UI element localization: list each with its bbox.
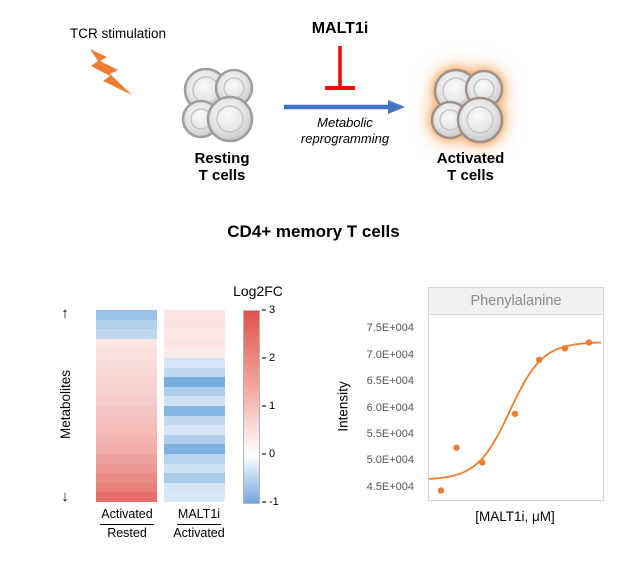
data-point [453, 444, 460, 451]
heatmap-cell [164, 319, 225, 330]
heatmap-cell [96, 357, 157, 368]
heatmap-col2-denominator: Activated [173, 525, 225, 540]
colorbar-tick: 3 [262, 304, 275, 316]
heatmap-cell [164, 338, 225, 349]
heatmap-cell [96, 463, 157, 474]
heatmap-cell [164, 444, 225, 454]
colorbar [243, 310, 260, 504]
y-tick-label: 6.5E+004 [366, 375, 414, 388]
heatmap [96, 310, 225, 502]
lightning-bolt-icon [90, 49, 132, 95]
heatmap-cell [96, 396, 157, 406]
activated-tcells-icon [430, 68, 504, 144]
y-tick-label: 6.0E+004 [366, 401, 414, 414]
data-point [437, 487, 445, 494]
fit-curve [429, 341, 601, 480]
heatmap-cell [96, 492, 157, 502]
lightning-bolt-shape [90, 49, 132, 95]
heatmap-col2-label: MALT1i Activated [162, 506, 236, 542]
colorbar-tick: -1 [262, 496, 279, 508]
heatmap-cell [96, 434, 157, 445]
y-tick-label: 5.0E+004 [366, 454, 414, 467]
y-tick-label: 7.0E+004 [366, 348, 414, 361]
data-point [585, 339, 593, 346]
heatmap-cell [96, 405, 157, 416]
heatmap-cell [164, 434, 225, 445]
heatmap-cell [164, 367, 225, 378]
heatmap-cell [96, 377, 157, 387]
heatmap-col1-numerator: Activated [100, 506, 154, 525]
intensity-axis-label: Intensity [335, 381, 351, 432]
colorbar-tick: 1 [262, 400, 275, 412]
heatmap-cell [164, 463, 225, 474]
heatmap-cell [96, 415, 157, 426]
tcr-stimulation-label: TCR stimulation [70, 26, 167, 41]
malt1i-label: MALT1i [311, 20, 369, 37]
y-tick-label: 4.5E+004 [366, 480, 414, 493]
down-arrow-icon: ↓ [61, 487, 69, 505]
heatmap-cell [96, 329, 157, 339]
heatmap-cell [164, 348, 225, 358]
heatmap-cell [164, 415, 225, 426]
data-point [511, 410, 519, 417]
heatmap-cell [96, 319, 157, 330]
heatmap-cell [164, 405, 225, 416]
heatmap-cell [164, 473, 225, 483]
data-point [479, 459, 486, 466]
y-tick-label: 7.5E+004 [366, 322, 414, 335]
dose-response-panel: Phenylalanine [428, 287, 604, 501]
metabolites-axis: ↑ Metabolites ↓ [50, 306, 80, 504]
dose-x-axis-label: [MALT1i, μM] [475, 509, 555, 524]
resting-tcells-label: Resting T cells [194, 150, 250, 185]
heatmap-cell [164, 492, 225, 502]
heatmap-cell [96, 386, 157, 397]
colorbar-tick: 0 [262, 448, 275, 460]
inhibition-tbar-icon [325, 46, 355, 90]
heatmap-cell [96, 338, 157, 349]
reprogramming-arrow-icon [284, 100, 405, 114]
heatmap-cell [164, 357, 225, 368]
heatmap-col1-denominator: Rested [107, 525, 147, 540]
section-title: CD4+ memory T cells [227, 222, 400, 241]
colorbar-tick: 2 [262, 352, 275, 364]
data-point [535, 356, 543, 364]
heatmap-cell [164, 329, 225, 339]
heatmap-cell [96, 473, 157, 483]
metabolites-axis-label: Metabolites [57, 370, 73, 440]
heatmap-cell [164, 482, 225, 493]
heatmap-cell [96, 482, 157, 493]
heatmap-col2-numerator: MALT1i [176, 506, 222, 525]
y-tick-label: 5.5E+004 [366, 427, 414, 440]
heatmap-cell [164, 386, 225, 397]
activated-tcells-label: Activated T cells [436, 150, 505, 185]
heatmap-cell [164, 453, 225, 464]
heatmap-cell [96, 453, 157, 464]
heatmap-column-activated-rested [96, 310, 157, 502]
data-point [561, 345, 569, 352]
heatmap-cell [164, 377, 225, 387]
up-arrow-icon: ↑ [61, 305, 69, 322]
heatmap-cell [164, 425, 225, 435]
heatmap-col1-label: Activated Rested [90, 506, 164, 542]
heatmap-cell [96, 444, 157, 454]
heatmap-cell [164, 310, 225, 320]
heatmap-cell [96, 348, 157, 358]
dose-plot-title: Phenylalanine [429, 288, 603, 315]
colorbar-tick-labels: 3 2 1 0 -1 [262, 304, 296, 508]
resting-tcells-icon [181, 67, 254, 143]
dose-y-ticks: 7.5E+004 7.0E+004 6.5E+004 6.0E+004 5.5E+004… [346, 315, 418, 500]
colorbar-title: Log2FC [233, 283, 283, 299]
heatmap-cell [96, 310, 157, 320]
heatmap-cell [164, 396, 225, 406]
heatmap-cell [96, 425, 157, 435]
heatmap-column-malt1i-activated [164, 310, 225, 502]
metabolic-reprogramming-label: Metabolic reprogramming [300, 115, 390, 147]
dose-response-svg [429, 315, 601, 500]
heatmap-cell [96, 367, 157, 378]
